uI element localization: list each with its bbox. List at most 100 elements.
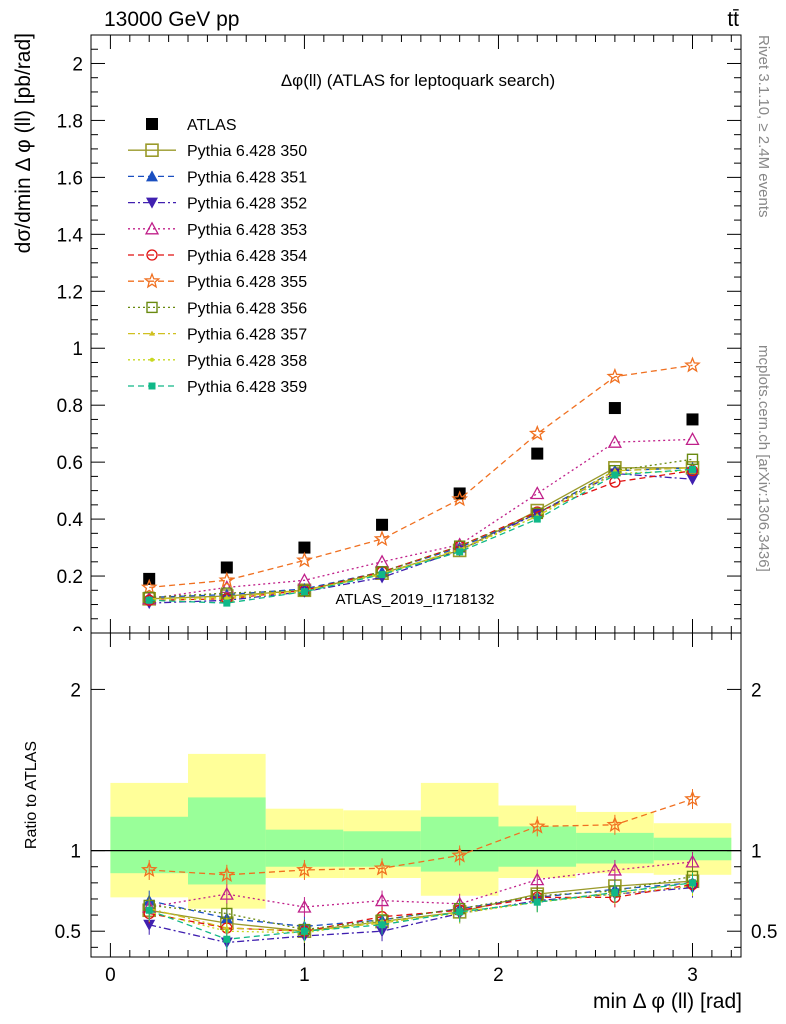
series-6 bbox=[140, 356, 701, 595]
y-tick-label: 0.6 bbox=[57, 453, 83, 474]
data-point bbox=[223, 599, 231, 607]
legend-entry: Pythia 6.428 352 bbox=[128, 196, 307, 213]
main-plot-title: Δφ(ll) (ATLAS for leptoquark search) bbox=[281, 71, 555, 90]
y-tick-label: 0.2 bbox=[57, 567, 83, 588]
legend-marker bbox=[146, 118, 158, 130]
uncertainty-band-inner bbox=[576, 832, 654, 864]
x-axis-title: min Δ φ (ll) [rad] bbox=[593, 990, 742, 1013]
ratio-point bbox=[688, 879, 696, 887]
y-tick-label: 1.4 bbox=[57, 225, 84, 246]
ratio-y-axis-title: Ratio to ATLAS bbox=[23, 741, 40, 849]
data-point bbox=[451, 490, 468, 507]
data-point bbox=[376, 518, 389, 531]
ratio-point bbox=[223, 935, 231, 943]
ratio-point bbox=[451, 846, 468, 863]
data-point bbox=[378, 571, 386, 579]
data-point bbox=[686, 453, 699, 465]
series-0 bbox=[143, 402, 699, 585]
ratio-point bbox=[533, 898, 541, 906]
ratio-line bbox=[149, 880, 693, 932]
ratio-line bbox=[149, 885, 693, 934]
legend-entry: Pythia 6.428 355 bbox=[128, 272, 307, 291]
legend-entry: Pythia 6.428 359 bbox=[128, 379, 307, 396]
x-tick-label: 3 bbox=[687, 965, 698, 986]
data-point bbox=[456, 548, 464, 556]
data-point bbox=[686, 474, 699, 486]
main-y-axis-title: dσ/dmin Δ φ (ll) [pb/rad] bbox=[12, 33, 35, 253]
legend-marker bbox=[148, 382, 156, 390]
data-point bbox=[140, 578, 158, 595]
y-tick-label: 1.2 bbox=[57, 282, 83, 303]
ratio-point bbox=[606, 815, 624, 832]
main-panel: ATLAS_2019_I1718132 Δφ(ll) (ATLAS for le… bbox=[12, 33, 742, 645]
main-series-group bbox=[140, 356, 701, 610]
legend-entry: Pythia 6.428 351 bbox=[128, 169, 307, 186]
ratio-series-5 bbox=[140, 789, 701, 885]
ratio-line bbox=[149, 887, 693, 944]
data-point bbox=[607, 434, 622, 448]
legend-entry: Pythia 6.428 350 bbox=[128, 143, 307, 160]
legend-label: Pythia 6.428 351 bbox=[187, 169, 307, 186]
data-point bbox=[528, 424, 546, 441]
y-tick-label: 0 bbox=[72, 624, 83, 645]
legend-marker bbox=[146, 197, 158, 209]
series-line bbox=[149, 364, 693, 589]
ratio-point bbox=[530, 872, 545, 886]
legend-label: Pythia 6.428 352 bbox=[187, 196, 307, 213]
data-point bbox=[533, 515, 541, 523]
legend-label: Pythia 6.428 359 bbox=[187, 379, 307, 396]
ratio-series-9 bbox=[145, 872, 696, 950]
ratio-point bbox=[374, 893, 390, 907]
ratio-point bbox=[684, 790, 701, 807]
y-tick-label-right: 1 bbox=[751, 842, 762, 863]
ratio-line bbox=[149, 882, 693, 928]
legend-label: Pythia 6.428 358 bbox=[187, 353, 307, 370]
legend-label: Pythia 6.428 350 bbox=[187, 143, 307, 160]
ratio-point bbox=[219, 886, 234, 900]
data-point bbox=[684, 356, 701, 373]
legend-marker bbox=[146, 301, 158, 314]
legend-entry: ATLAS bbox=[146, 117, 237, 134]
y-tick-label-right: 2 bbox=[751, 680, 762, 701]
ratio-line bbox=[149, 798, 693, 876]
mcplots-note: mcplots.cern.ch [arXiv:1306.3436] bbox=[755, 345, 772, 572]
data-point bbox=[608, 402, 621, 415]
y-tick-label: 1 bbox=[70, 842, 81, 863]
data-point bbox=[685, 432, 700, 446]
ratio-point bbox=[143, 919, 156, 931]
x-tick-label: 0 bbox=[105, 965, 116, 986]
legend-entry: Pythia 6.428 358 bbox=[128, 353, 307, 370]
ratio-line bbox=[149, 875, 693, 931]
watermark: ATLAS_2019_I1718132 bbox=[335, 591, 494, 608]
data-point bbox=[145, 596, 153, 604]
legend-label: ATLAS bbox=[187, 117, 237, 134]
data-point bbox=[296, 551, 313, 568]
data-point bbox=[220, 561, 233, 574]
ratio-point bbox=[218, 865, 236, 882]
legend-marker bbox=[145, 143, 159, 157]
y-tick-label-right: 0.5 bbox=[751, 922, 777, 943]
uncertainty-band-inner bbox=[653, 837, 732, 861]
y-tick-label: 1.8 bbox=[57, 111, 83, 132]
ratio-point bbox=[296, 861, 313, 878]
data-point bbox=[606, 367, 624, 384]
data-point bbox=[531, 447, 544, 460]
data-point bbox=[373, 530, 391, 547]
y-tick-label: 2 bbox=[72, 54, 83, 75]
legend-marker bbox=[143, 272, 161, 289]
ratio-panel: 0 1 2 3 0.5 0.5 1 1 2 2 Ratio to ATLAS bbox=[23, 632, 777, 986]
data-point bbox=[300, 588, 308, 596]
ratio-point bbox=[528, 817, 546, 834]
series-line bbox=[149, 470, 693, 601]
y-tick-label: 0.4 bbox=[57, 510, 84, 531]
legend-marker bbox=[146, 249, 158, 261]
series-8 bbox=[146, 464, 696, 601]
legend-marker bbox=[149, 330, 155, 336]
ratio-point bbox=[611, 889, 619, 897]
ratio-axes: 0 1 2 3 0.5 0.5 1 1 2 2 bbox=[55, 632, 777, 986]
ratio-point bbox=[607, 862, 622, 876]
data-point bbox=[611, 471, 619, 479]
main-axes: 0.2 0.4 0.6 0.8 1 1.2 1.4 1.6 1.8 2 0 bbox=[57, 34, 742, 645]
data-point bbox=[219, 580, 234, 594]
